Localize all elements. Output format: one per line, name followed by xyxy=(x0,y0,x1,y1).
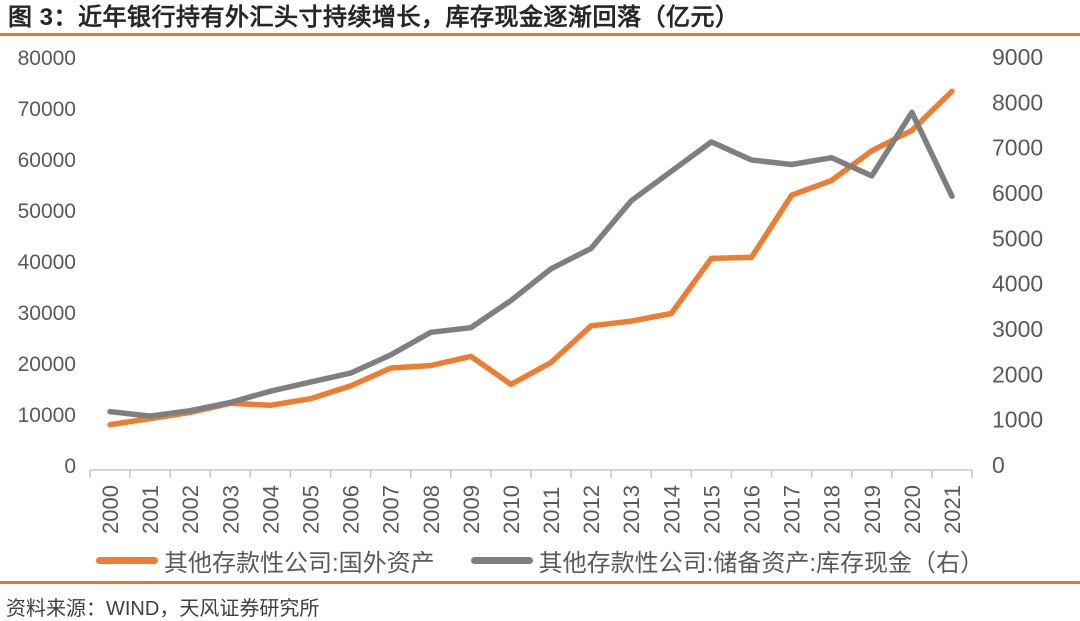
series-line-1 xyxy=(107,109,955,419)
legend-label-foreign-assets: 其他存款性公司:国外资产 xyxy=(163,550,435,577)
x-axis-year-label: 2009 xyxy=(459,485,484,534)
right-axis-label: 0 xyxy=(992,452,1005,478)
x-axis-year-label: 2020 xyxy=(900,485,925,534)
x-axis-year-label: 2017 xyxy=(780,485,805,534)
x-axis-year-label: 2008 xyxy=(419,485,444,534)
x-axis-year-label: 2010 xyxy=(499,485,524,534)
right-axis-label: 6000 xyxy=(992,180,1043,206)
left-axis-label: 80000 xyxy=(18,47,76,70)
right-axis-label: 4000 xyxy=(992,271,1043,297)
left-axis-label: 60000 xyxy=(18,149,76,172)
x-axis-year-label: 2001 xyxy=(138,485,163,534)
right-axis-label: 9000 xyxy=(992,44,1043,70)
x-axis-year-label: 2021 xyxy=(940,485,965,534)
x-axis-year-label: 2015 xyxy=(699,485,724,534)
x-axis-year-label: 2013 xyxy=(619,485,644,534)
left-axis-label: 50000 xyxy=(18,200,76,223)
legend-swatch-orange-line xyxy=(95,557,158,564)
x-axis-year-label: 2004 xyxy=(258,485,283,534)
chart-legend: 其他存款性公司:国外资产 其他存款性公司:储备资产:库存现金（右） xyxy=(0,543,1080,578)
title-rule xyxy=(0,33,1080,36)
x-axis-year-label: 2002 xyxy=(178,485,203,534)
right-axis-label: 8000 xyxy=(992,89,1043,115)
source-note: 资料来源：WIND，天风证券研究所 xyxy=(6,598,320,620)
footer-rule xyxy=(0,581,1080,584)
left-axis-label: 40000 xyxy=(18,251,76,274)
left-axis-label: 0 xyxy=(64,455,76,478)
x-axis-year-label: 2016 xyxy=(740,485,765,534)
right-axis-label: 3000 xyxy=(992,316,1043,342)
left-axis-label: 10000 xyxy=(18,404,76,427)
figure-title: 图 3：近年银行持有外汇头寸持续增长，库存现金逐渐回落（亿元） xyxy=(8,4,740,31)
x-axis-year-label: 2012 xyxy=(579,485,604,534)
right-axis-label: 5000 xyxy=(992,225,1043,251)
right-axis-label: 2000 xyxy=(992,361,1043,387)
legend-item-foreign-assets: 其他存款性公司:国外资产 xyxy=(95,543,435,578)
x-axis-year-label: 2003 xyxy=(218,485,243,534)
right-axis-label: 7000 xyxy=(992,135,1043,161)
right-axis-label: 1000 xyxy=(992,407,1043,433)
left-axis-label: 20000 xyxy=(18,353,76,376)
legend-swatch-gray-line xyxy=(470,557,533,564)
x-axis-year-label: 2019 xyxy=(860,485,885,534)
left-axis-label: 70000 xyxy=(18,98,76,121)
x-axis-year-label: 2014 xyxy=(659,485,684,534)
series-line-0 xyxy=(107,88,955,428)
legend-item-vault-cash: 其他存款性公司:储备资产:库存现金（右） xyxy=(470,543,984,578)
legend-label-vault-cash: 其他存款性公司:储备资产:库存现金（右） xyxy=(538,550,984,577)
x-axis-year-label: 2007 xyxy=(379,485,404,534)
x-axis-year-label: 2000 xyxy=(98,485,123,534)
left-axis-label: 30000 xyxy=(18,302,76,325)
x-axis-year-label: 2011 xyxy=(539,487,564,534)
x-axis-year-label: 2018 xyxy=(820,485,845,534)
x-axis-year-label: 2006 xyxy=(339,485,364,534)
x-axis-year-label: 2005 xyxy=(299,485,324,534)
